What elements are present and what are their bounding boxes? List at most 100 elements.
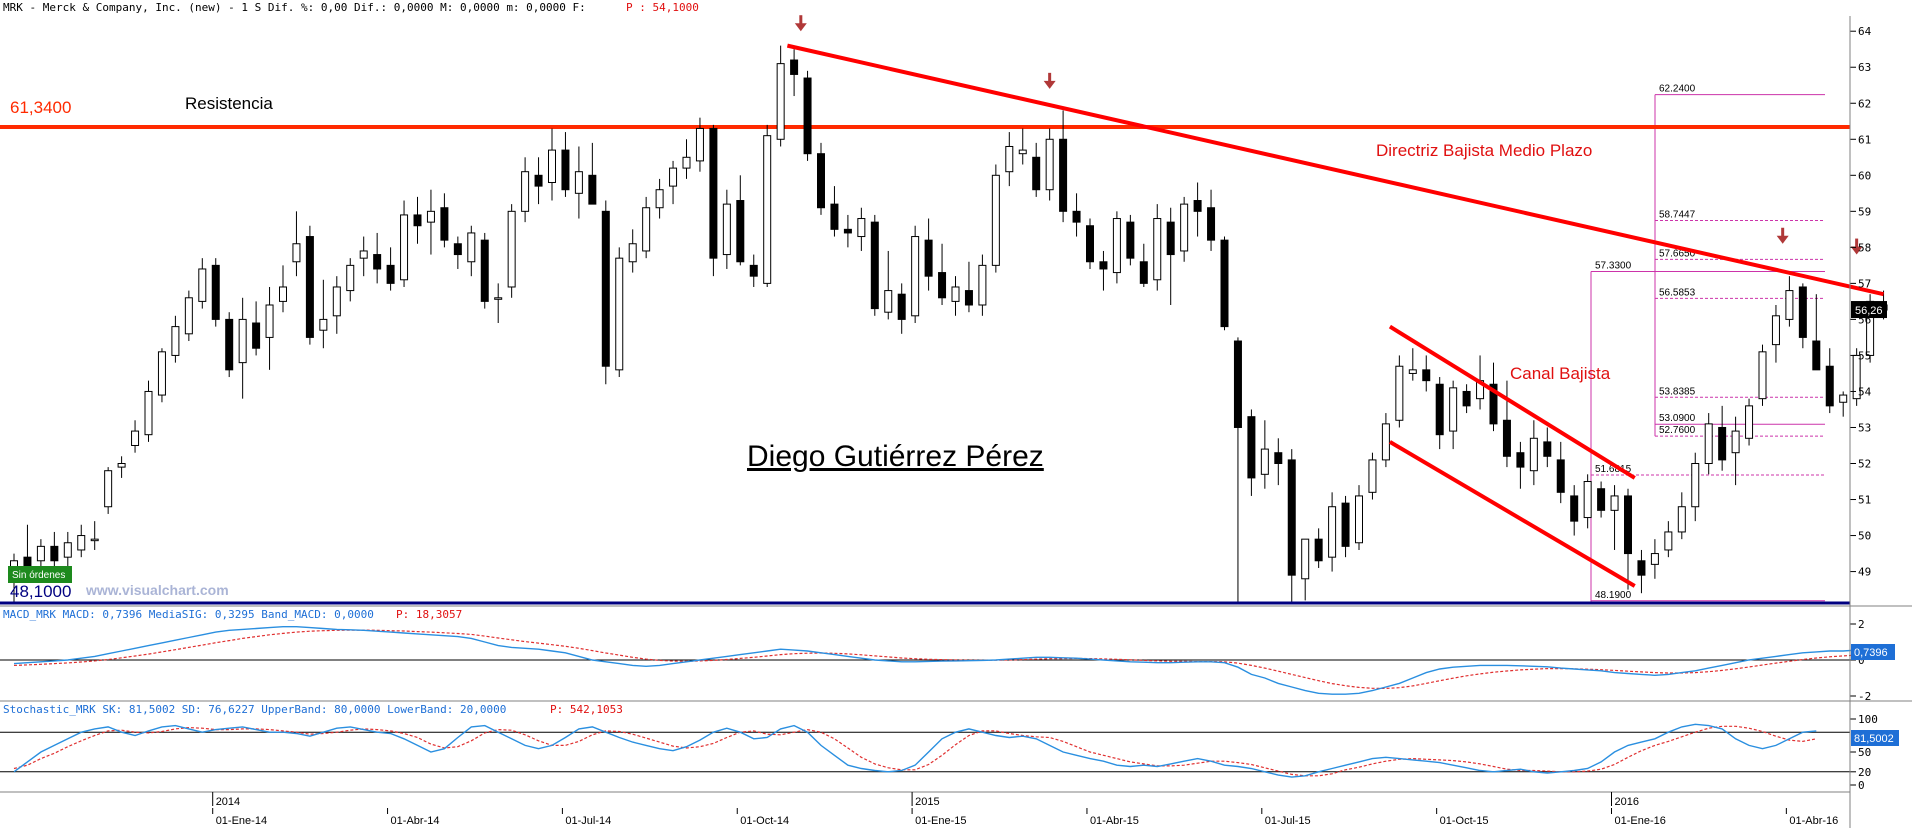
candle-body	[1650, 553, 1659, 565]
last-price-tag	[1851, 301, 1887, 319]
price-axis-tick-label: 55	[1858, 349, 1871, 362]
candle-body	[642, 207, 651, 252]
candle-body	[1610, 495, 1619, 511]
price-axis-tick-label: 58	[1858, 241, 1871, 254]
candle-body	[1624, 495, 1632, 555]
candle-body	[588, 174, 597, 205]
candle-body	[1583, 481, 1592, 519]
candle-body	[1664, 531, 1673, 551]
candle-body	[1301, 538, 1310, 580]
month-tick-label: 01-Jul-14	[565, 815, 611, 827]
stochastic-sk-line	[13, 723, 1817, 778]
candle-body	[615, 257, 624, 371]
candle-body	[426, 210, 435, 223]
candle-body	[1435, 383, 1444, 436]
candle-body	[467, 232, 476, 263]
trendline-bajista-medio-plazo	[786, 43, 1884, 297]
candle-body	[1852, 354, 1861, 400]
candle-body	[292, 243, 301, 263]
stochastic-axis-tick-label: 0	[1858, 779, 1865, 792]
fib-right-label: 58.7447	[1659, 210, 1696, 221]
candle-body	[1408, 369, 1417, 374]
candle-body	[911, 236, 920, 317]
candle-body	[1395, 365, 1404, 421]
candle-body	[776, 63, 785, 140]
candle-body	[924, 239, 933, 277]
time-axis: 2014 2015 2016 01-Ene-14 01-Abr-14 01-Jul-14 0…	[0, 791, 1850, 827]
candle-body	[709, 127, 718, 259]
candle-body	[252, 322, 261, 349]
candle-body	[897, 293, 906, 320]
candlestick-series	[10, 45, 1888, 604]
stochastic-sd-line	[13, 725, 1817, 777]
candle-body	[1785, 290, 1794, 320]
candle-body	[1059, 138, 1068, 212]
candle-body	[1677, 506, 1686, 533]
fib-left-label: 57.3300	[1595, 260, 1632, 271]
stochastic-grid	[0, 731, 1850, 773]
candle-body	[198, 268, 207, 302]
candle-body	[184, 297, 193, 335]
candle-body	[400, 214, 409, 281]
year-tick-label: 2014	[216, 796, 240, 808]
stochastic-axis-tick-label: 50	[1858, 746, 1871, 759]
candle-body	[951, 286, 960, 302]
macd-value-tag-text: 0,7396	[1854, 647, 1888, 659]
macd-label: MACD_MRK MACD: 0,7396 MediaSIG: 0,3295 B…	[3, 608, 374, 621]
trendline-label: Directriz Bajista Medio Plazo	[1376, 141, 1592, 160]
candle-body	[279, 286, 287, 302]
candle-body	[1032, 156, 1041, 191]
candle-body	[453, 243, 462, 256]
candle-body	[1758, 351, 1767, 400]
candle-body	[36, 545, 45, 562]
stochastic-axis-tick-label: 100	[1858, 713, 1878, 726]
candle-body	[870, 221, 879, 310]
channel-label: Canal Bajista	[1510, 364, 1611, 383]
candle-body	[978, 264, 987, 306]
stochastic-panel: Stochastic_MRK SK: 81,5002 SD: 76,6227 U…	[0, 700, 1912, 792]
candle-body	[1368, 459, 1377, 493]
stochastic-value-tag	[1851, 730, 1899, 746]
candle-body	[1745, 405, 1754, 439]
candle-body	[1153, 218, 1162, 281]
month-tick-label: 01-Ene-16	[1615, 815, 1666, 827]
candle-body	[1516, 452, 1525, 468]
candle-body	[90, 538, 99, 542]
macd-axis-tick-label: 0	[1858, 654, 1865, 667]
candle-body	[225, 318, 234, 371]
candle-body	[1166, 221, 1175, 256]
fibonacci-levels: 57.3300 51.6815 48.1900 62.2400 58.7447 57.66…	[1590, 84, 1825, 604]
candle-body	[265, 304, 274, 338]
channel-lower-line	[1388, 440, 1636, 588]
candle-body	[1529, 437, 1538, 472]
candle-body	[144, 390, 153, 436]
candle-body	[494, 297, 503, 300]
low-value-label: 48,1000	[10, 582, 71, 601]
candle-body	[1543, 441, 1552, 457]
resistance-label: Resistencia	[185, 94, 273, 113]
candle-body	[1449, 387, 1458, 432]
candle-body	[157, 351, 166, 396]
price-axis-tick-label: 51	[1858, 494, 1871, 507]
candle-body	[669, 167, 678, 187]
month-tick-label: 01-Oct-15	[1440, 815, 1489, 827]
candle-body	[1812, 340, 1821, 371]
candle-body	[1798, 286, 1807, 338]
candle-body	[1597, 488, 1606, 511]
candle-body	[803, 77, 812, 155]
candle-body	[1570, 495, 1579, 522]
candle-body	[1005, 145, 1014, 173]
candle-body	[1099, 261, 1108, 270]
candle-body	[117, 463, 126, 468]
candle-body	[1341, 502, 1350, 547]
fib-right-label: 56.5853	[1659, 287, 1696, 298]
candle-body	[857, 218, 866, 238]
candle-body	[1771, 315, 1780, 346]
candle-body	[1502, 419, 1511, 457]
candle-body	[305, 236, 314, 338]
down-arrow-icon	[794, 23, 807, 32]
price-axis-tick-label: 53	[1858, 421, 1871, 434]
candle-body	[817, 153, 825, 209]
orders-badge[interactable]	[8, 566, 72, 583]
candle-body	[521, 171, 530, 212]
